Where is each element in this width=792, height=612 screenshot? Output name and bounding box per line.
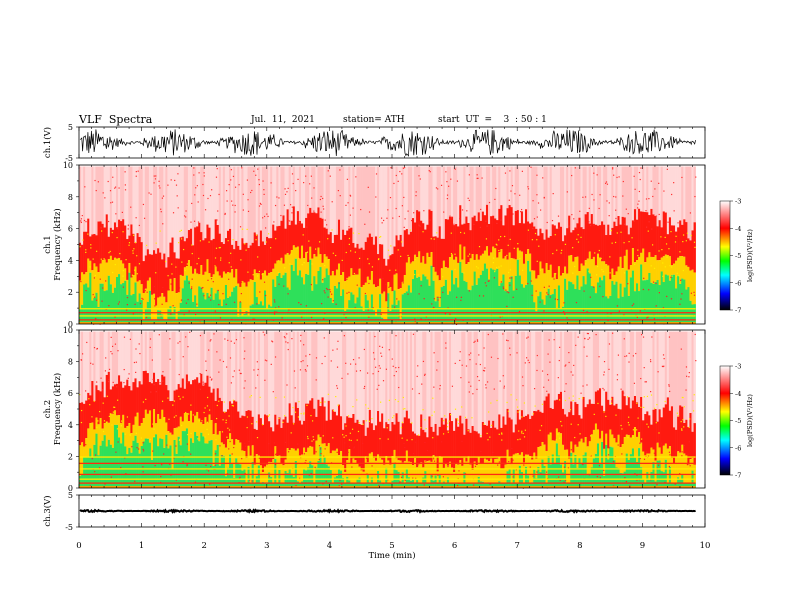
colorbar-tick-label: -3 [735,198,741,206]
ch2-spectrogram-panel: 0 2 4 6 8 10 ch.2 Frequency (kHz) [43,326,706,493]
y-tick-label: 4 [68,256,73,265]
x-axis-label: Time (min) [368,550,415,561]
x-tick-label: 0 [76,541,81,551]
colorbar-tick-label: -4 [735,225,741,233]
y-tick-label: 2 [68,452,73,461]
colorbar-tick-label: -4 [735,390,741,398]
y-tick-label: -5 [65,154,73,163]
y-axis-label: Frequency (kHz) [52,373,63,445]
colorbar-tick-label: -5 [735,252,741,260]
y-tick-label: 8 [68,358,73,367]
x-tick-label: 7 [514,541,519,551]
x-tick-label: 8 [577,541,582,551]
channel-label: ch.2 [43,400,53,418]
y-tick-label: 10 [63,161,73,170]
y-tick-label: 5 [68,123,73,132]
ch1-spectrogram-panel: 0 2 4 6 8 10 ch.1 Frequency (kHz) [43,161,706,329]
colorbar-tick-label: -7 [735,472,741,480]
ch2-colorbar: -3 -4 -5 -6 -7 log(PSD)(V²/Hz) [719,363,754,480]
colorbar-tick-label: -3 [735,363,741,371]
colorbar-label: log(PSD)(V²/Hz) [746,229,754,282]
chart-title: VLF Spectra [79,113,153,126]
x-tick-label: 4 [327,541,332,551]
y-tick-label: 6 [68,389,73,398]
x-tick-label: 3 [264,541,269,551]
colorbar-tick-label: -6 [735,279,741,287]
colorbar-tick-label: -6 [735,444,741,452]
colorbar-label: log(PSD)(V²/Hz) [746,394,754,447]
ch1-colorbar: -3 -4 -5 -6 -7 log(PSD)(V²/Hz) [719,198,754,315]
waveform-trace [79,508,696,514]
y-tick-label: 8 [68,193,73,202]
x-tick-label: 1 [139,541,144,551]
ch3-waveform-panel: 5 -5 ch.3(V) [42,491,706,532]
x-tick-label: 2 [201,541,206,551]
y-tick-label: 5 [68,491,73,500]
colorbar-tick-label: -5 [735,417,741,425]
time-axis: 0 1 2 3 4 5 6 7 8 9 10 Time (min) [76,541,710,561]
y-tick-label: 4 [68,421,73,430]
colorbar-gradient [719,365,731,476]
y-tick-label: 2 [68,288,73,297]
y-axis-label: ch.1(V) [42,127,53,158]
station-label: station= ATH [343,115,405,125]
y-tick-label: 6 [68,225,73,234]
x-tick-label: 9 [640,541,645,551]
colorbar-tick-label: -7 [735,307,741,315]
y-tick-label: 10 [63,326,73,335]
y-tick-label: 0 [68,484,73,493]
x-tick-label: 5 [389,541,394,551]
date-label: Jul. 11, 2021 [251,115,315,125]
y-tick-label: 0 [68,320,73,329]
y-axis-label: ch.3(V) [42,495,53,526]
x-tick-label: 10 [700,541,711,551]
y-tick-label: -5 [65,523,73,532]
waveform-trace [79,129,696,157]
y-axis-label: Frequency (kHz) [52,208,63,280]
colorbar-gradient [719,200,731,311]
start-time-label: start UT = 3 : 50 : 1 [438,115,547,125]
x-tick-label: 6 [452,541,457,551]
ch1-waveform-panel: 5 -5 ch.1(V) [42,123,706,163]
channel-label: ch.1 [43,235,53,253]
